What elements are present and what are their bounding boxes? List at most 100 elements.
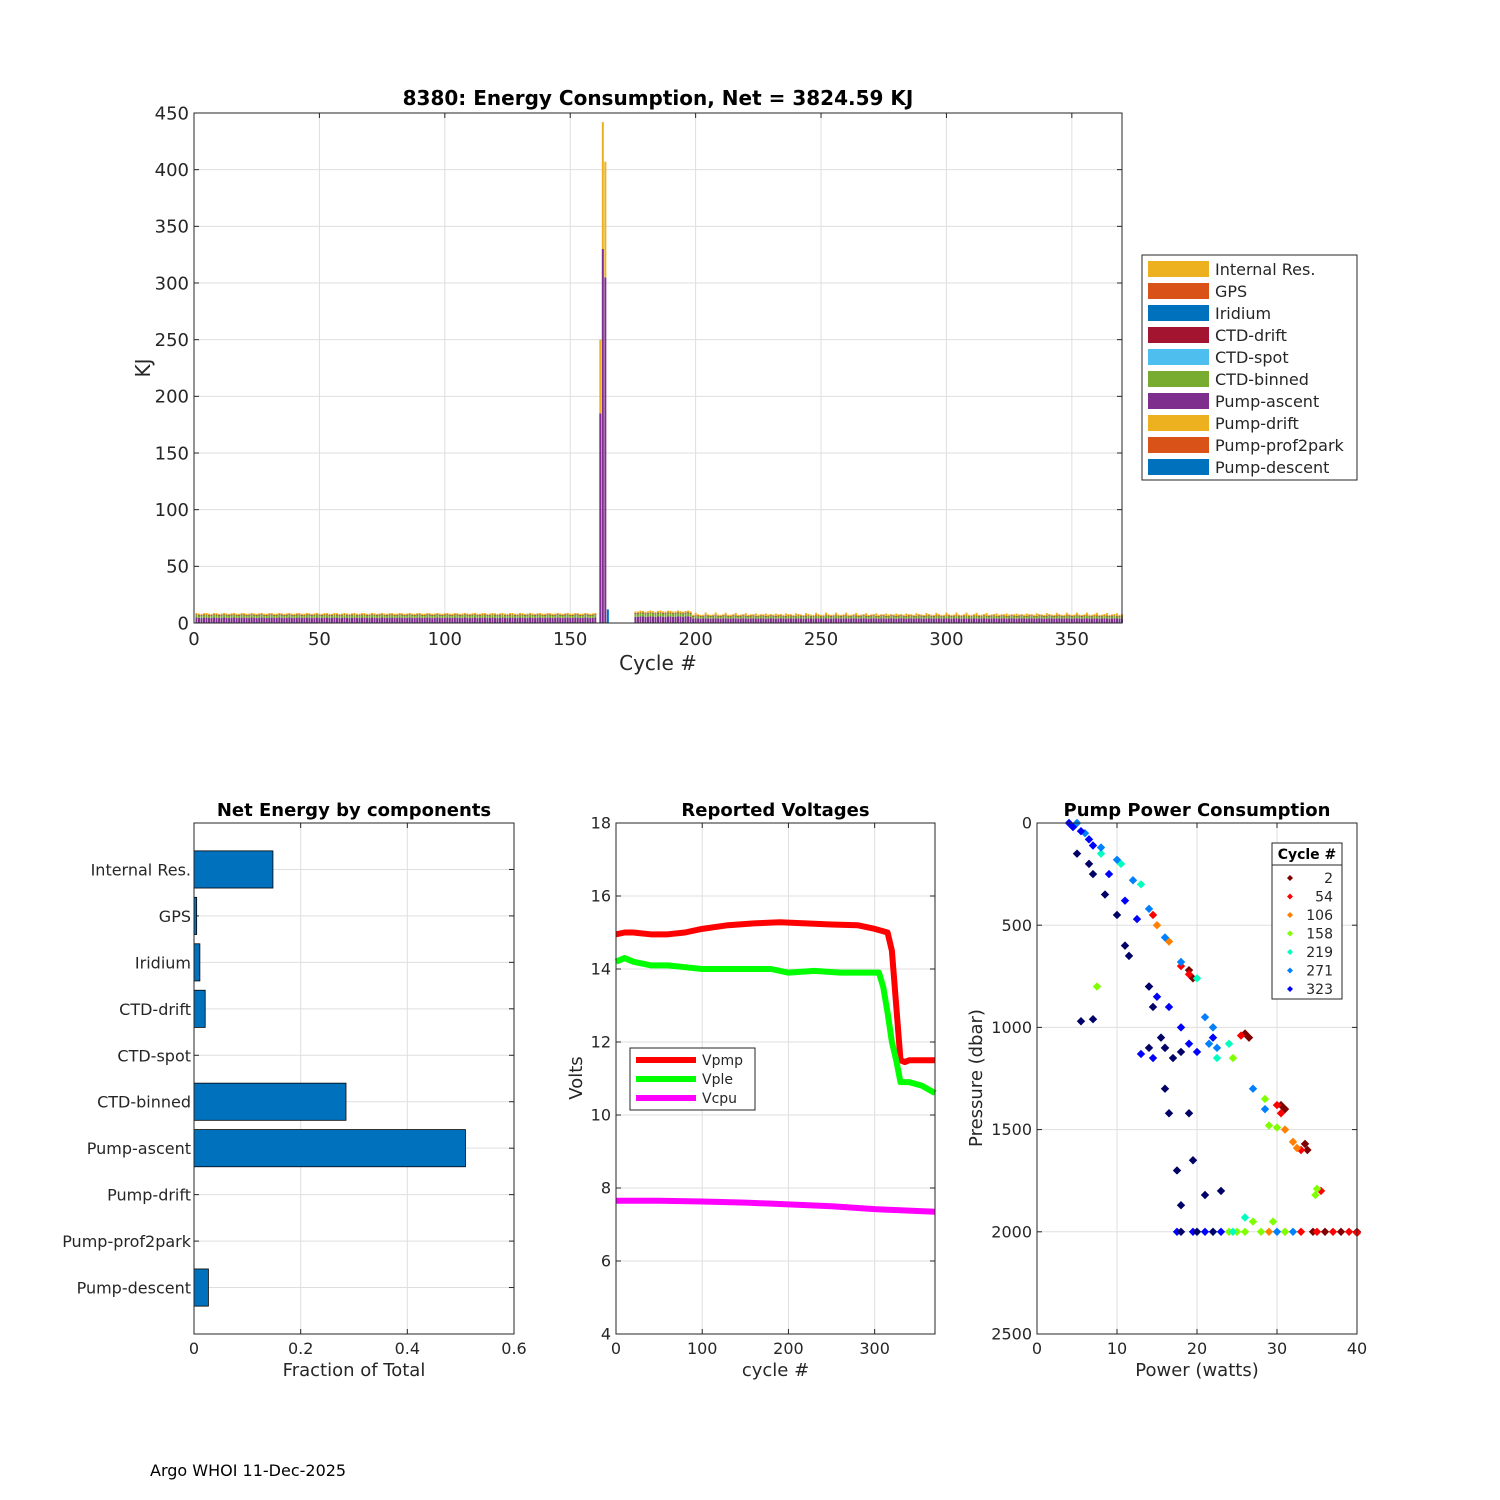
- energy-bar-segment: [295, 614, 298, 615]
- energy-bar-segment: [285, 614, 288, 616]
- energy-bar-segment: [496, 613, 499, 616]
- energy-bar-segment: [396, 614, 399, 616]
- energy-bar-segment: [747, 616, 750, 617]
- energy-bar-segment: [1085, 615, 1088, 616]
- energy-bar-segment: [478, 615, 481, 616]
- energy-bar-segment: [940, 614, 943, 616]
- fraction-bar: [193, 1129, 466, 1168]
- energy-y-axis-label: KJ: [131, 358, 155, 377]
- energy-bar-segment: [737, 618, 740, 623]
- energy-bar-segment: [534, 618, 537, 623]
- energy-bar-segment: [815, 615, 818, 619]
- energy-bar-segment: [729, 616, 732, 619]
- energy-bar-segment: [466, 613, 469, 615]
- energy-bar-segment: [285, 613, 288, 615]
- energy-bar-segment: [1068, 615, 1071, 617]
- energy-bar-segment: [654, 613, 657, 614]
- energy-bar-segment: [1055, 615, 1058, 619]
- pump-legend-label: 158: [1306, 927, 1333, 943]
- energy-bar-segment: [408, 617, 411, 623]
- energy-bar-segment: [962, 618, 965, 623]
- energy-bar-segment: [351, 614, 354, 618]
- energy-bar-segment: [478, 613, 481, 616]
- energy-bar-segment: [504, 615, 507, 618]
- energy-bar-segment: [968, 615, 971, 617]
- energy-bar-segment: [275, 615, 278, 618]
- energy-bar-segment: [561, 613, 564, 616]
- y-tick-label: 18: [591, 814, 611, 833]
- energy-bar-segment: [343, 617, 346, 623]
- energy-bar-segment: [471, 614, 474, 616]
- energy-bar-segment: [215, 614, 218, 618]
- energy-bar-segment: [318, 615, 321, 618]
- energy-bar-segment: [719, 614, 722, 617]
- energy-bar-segment: [345, 614, 348, 616]
- energy-bar-segment: [398, 614, 401, 618]
- energy-bar-segment: [240, 614, 243, 618]
- y-tick-label: 400: [155, 160, 189, 181]
- energy-bar-segment: [857, 616, 860, 617]
- pump-point-cycle-158: [1264, 1121, 1274, 1130]
- energy-bar-segment: [769, 614, 772, 616]
- energy-bar-segment: [556, 617, 559, 623]
- category-label: GPS: [159, 907, 191, 926]
- pump-legend-marker: [1287, 893, 1293, 900]
- energy-bar-segment: [486, 615, 489, 619]
- energy-bar-segment: [323, 614, 326, 618]
- energy-bar-segment: [581, 614, 584, 616]
- energy-bar-segment: [303, 617, 306, 623]
- energy-bar-segment: [847, 615, 850, 617]
- energy-bar-segment: [988, 616, 991, 617]
- energy-bar-segment: [1060, 614, 1063, 616]
- energy-bar-segment: [313, 615, 316, 618]
- energy-bar-segment: [988, 616, 991, 619]
- pump-legend-title: Cycle #: [1278, 847, 1337, 863]
- energy-bar-segment: [855, 615, 858, 619]
- energy-bar-segment: [576, 613, 579, 615]
- energy-bar-segment: [298, 613, 301, 615]
- pump-point-cycle-271: [1212, 1043, 1222, 1053]
- energy-bar-segment: [338, 618, 341, 623]
- energy-legend-label: Pump-descent: [1215, 458, 1329, 477]
- energy-bar-segment: [937, 615, 940, 619]
- energy-bar-segment: [584, 612, 587, 615]
- energy-bar-segment: [243, 617, 246, 623]
- energy-bar-segment: [569, 613, 572, 615]
- energy-bar-segment: [968, 616, 971, 619]
- energy-bar-segment: [1110, 618, 1113, 623]
- energy-bar-segment: [413, 618, 416, 623]
- pump-legend-marker: [1287, 875, 1293, 881]
- energy-bar-segment: [463, 614, 466, 618]
- energy-bar-segment: [529, 612, 532, 615]
- energy-bar-segment: [436, 612, 439, 615]
- energy-bar-segment: [754, 618, 757, 623]
- energy-bar-segment: [792, 618, 795, 623]
- energy-bar-segment: [1058, 618, 1061, 623]
- energy-bar-segment: [764, 616, 767, 617]
- energy-bar-segment: [501, 614, 504, 618]
- energy-bar-segment: [248, 615, 251, 618]
- energy-bar-segment: [985, 618, 988, 623]
- energy-bar-segment: [318, 614, 321, 616]
- energy-bar-segment: [900, 614, 903, 616]
- energy-bar-segment: [822, 615, 825, 617]
- energy-bar-segment: [1025, 616, 1028, 617]
- energy-bar-segment: [802, 618, 805, 623]
- energy-bar-segment: [1040, 615, 1043, 619]
- energy-bar-segment: [890, 615, 893, 619]
- energy-bar-segment: [531, 615, 534, 618]
- energy-bar-segment: [263, 615, 266, 618]
- energy-bar-segment: [852, 615, 855, 616]
- energy-bar-segment: [925, 613, 928, 616]
- energy-bar-segment: [476, 615, 479, 618]
- energy-bar-segment: [516, 615, 519, 618]
- energy-bar-segment: [1063, 615, 1066, 617]
- energy-bar-segment: [283, 613, 286, 616]
- energy-bar-segment: [280, 615, 283, 618]
- energy-bar-segment: [396, 613, 399, 615]
- energy-bar-segment: [569, 614, 572, 616]
- energy-bar-segment: [744, 616, 747, 619]
- x-tick-label: 0.4: [395, 1339, 420, 1358]
- energy-legend-label: Pump-prof2park: [1215, 436, 1345, 455]
- energy-bar-segment: [313, 617, 316, 623]
